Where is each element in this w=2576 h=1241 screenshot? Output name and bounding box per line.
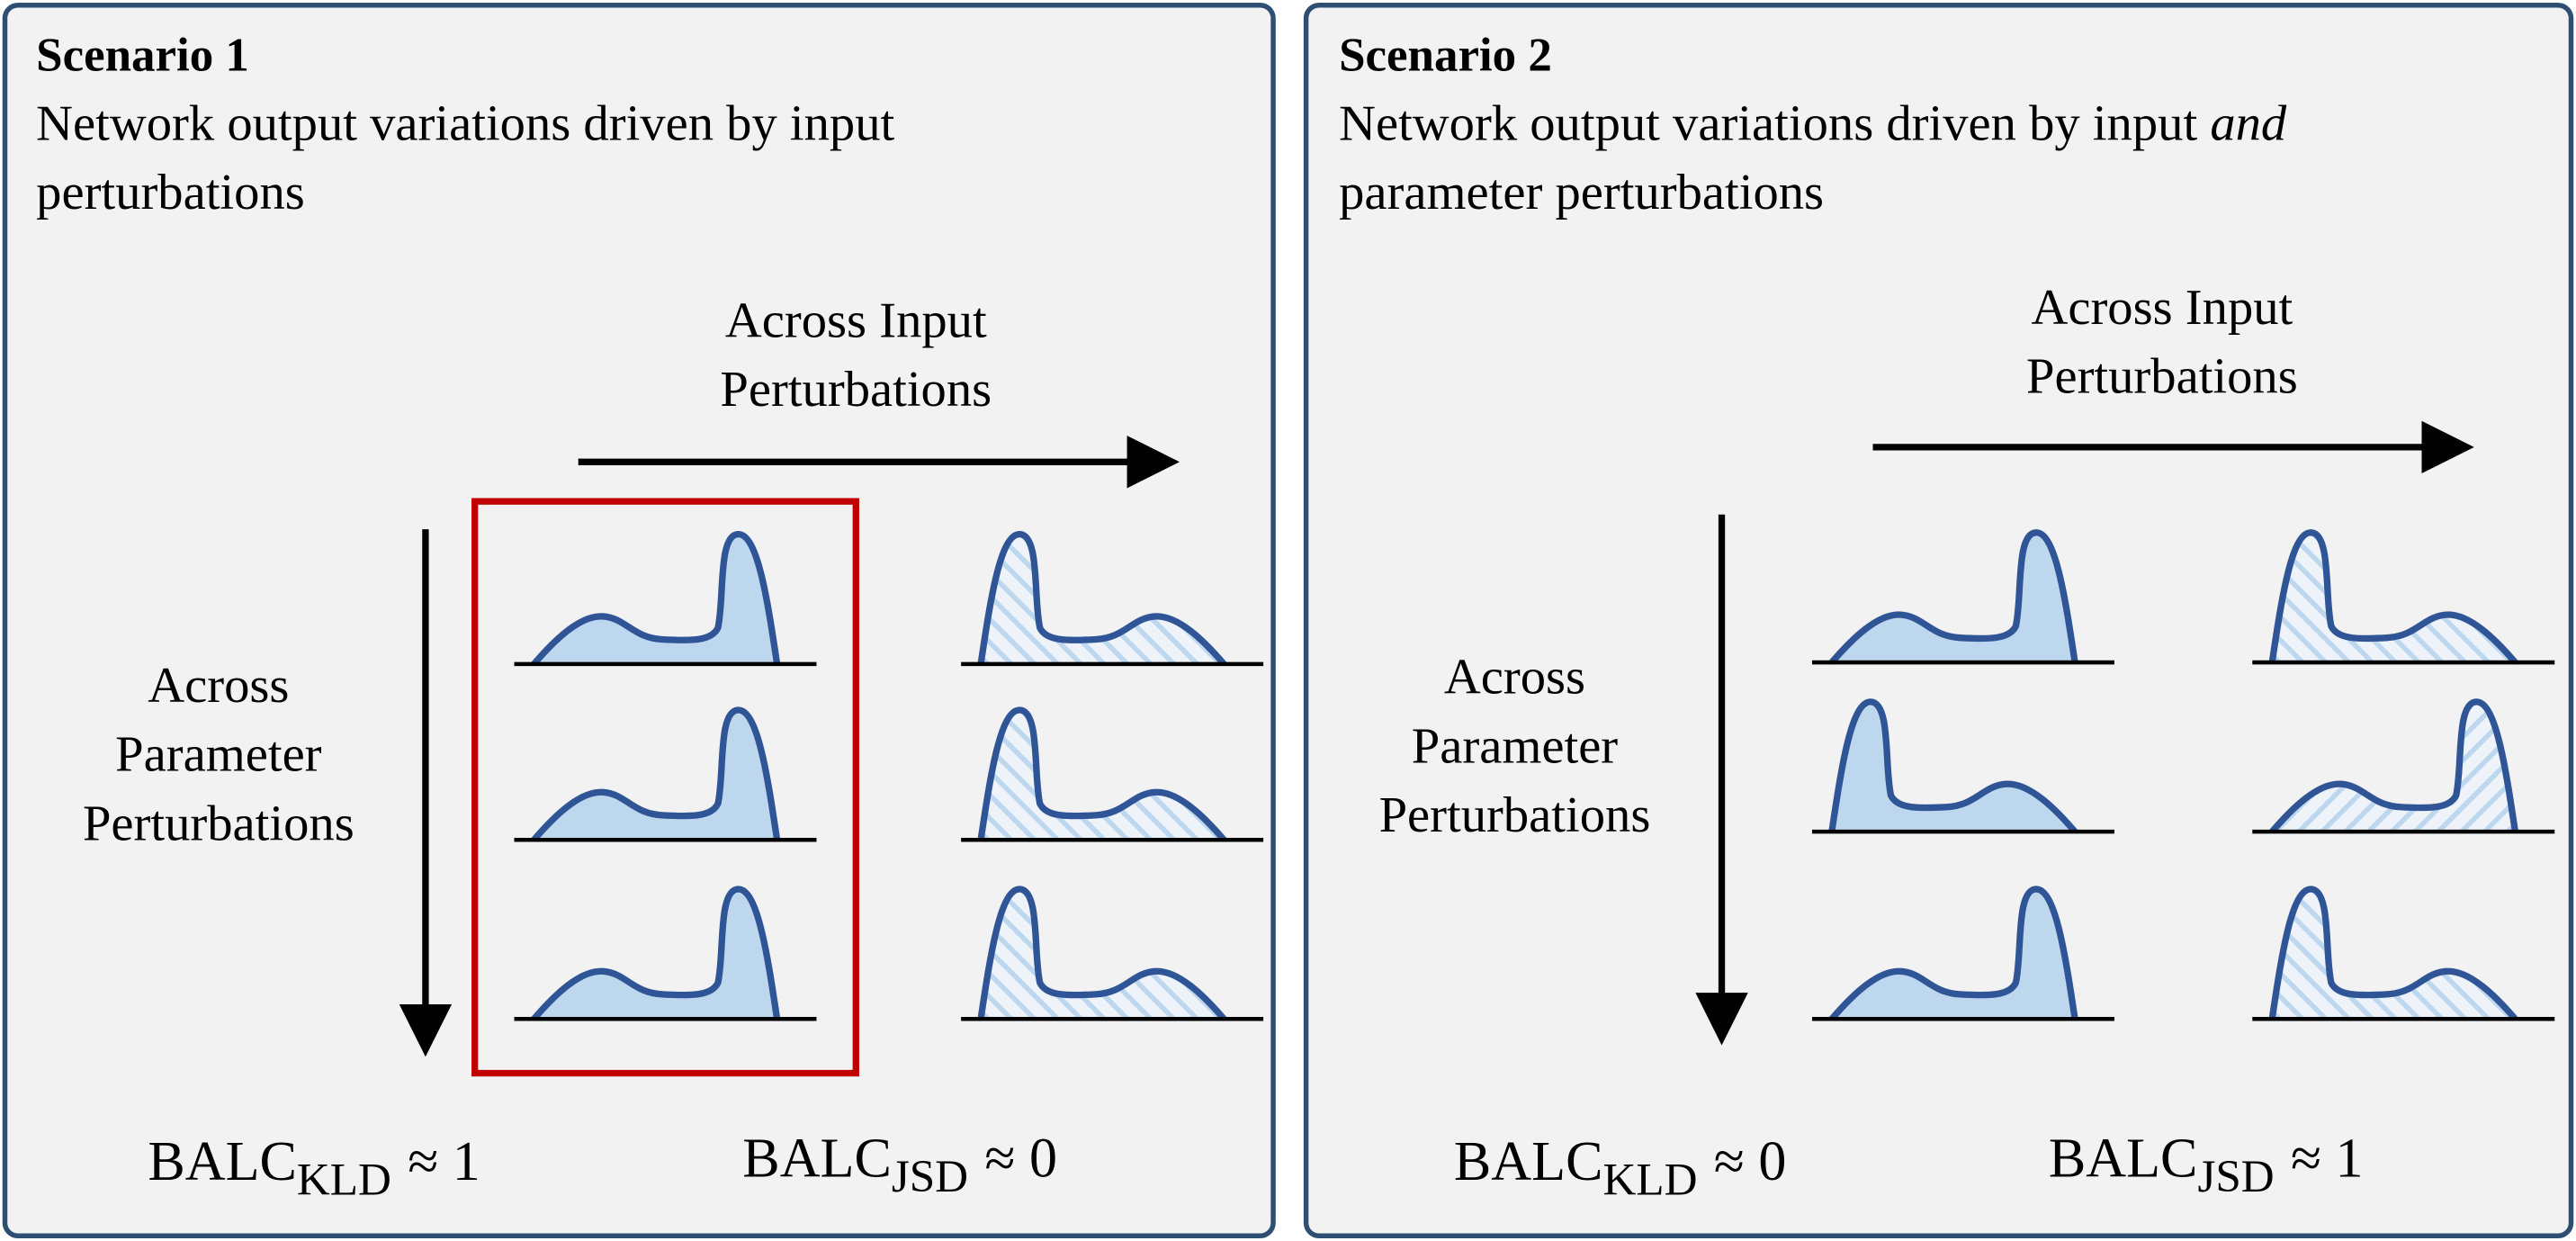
distribution-outline (1828, 698, 2078, 834)
description-line: Network output variations driven by inpu… (36, 95, 894, 151)
distribution-outline (531, 530, 781, 667)
panel-title: Scenario 2 (1339, 30, 1552, 82)
text-span: parameter perturbations (1339, 165, 1824, 220)
panel (2, 2, 1276, 1239)
distribution-outline (977, 706, 1227, 842)
distribution-outline (531, 706, 781, 842)
highlight-box (471, 498, 859, 1077)
distribution-outline (1829, 886, 2078, 1021)
axis-label: Across Input (2031, 280, 2293, 336)
axis-label: Parameter (115, 727, 322, 783)
metric: BALCKLD ≈ 1 (148, 1131, 480, 1205)
description-line: parameter perturbations (1339, 165, 1824, 220)
metric: BALCJSD ≈ 0 (742, 1129, 1057, 1202)
distribution-outline (2268, 529, 2518, 665)
text-span: ≈ 0 (984, 1129, 1057, 1190)
text-span: JSD (2197, 1151, 2274, 1202)
distribution-outline (2268, 886, 2518, 1021)
text-span: ≈ 1 (2291, 1129, 2364, 1190)
axis-label: Perturbations (1379, 787, 1651, 843)
axis-label: Parameter (1412, 718, 1619, 774)
text-span: JSD (892, 1151, 968, 1202)
panel-title: Scenario 1 (36, 30, 249, 82)
distribution-outline (977, 530, 1227, 667)
text-span: ≈ 0 (1714, 1131, 1787, 1192)
text-span: ≈ 1 (408, 1131, 480, 1192)
axis-label: Perturbations (2026, 349, 2298, 405)
text-span: Network output variations driven by inpu… (1339, 95, 2210, 151)
distribution-outline (531, 886, 781, 1021)
text-span: BALC (742, 1129, 892, 1190)
text-span: and (2210, 95, 2287, 151)
text-span: KLD (297, 1155, 391, 1206)
text-span: KLD (1602, 1155, 1697, 1206)
axis-label: Across (148, 658, 289, 714)
axis-label: Across (1444, 650, 1585, 706)
metric: BALCKLD ≈ 0 (1454, 1131, 1787, 1205)
description-line: Network output variations driven by inpu… (1339, 95, 2287, 151)
text-span: perturbations (36, 165, 305, 220)
distributions (514, 529, 2555, 1021)
description-line: perturbations (36, 165, 305, 220)
distribution-outline (2269, 698, 2519, 834)
distribution-outline (977, 886, 1227, 1021)
text-span: BALC (148, 1131, 297, 1192)
panel (1303, 2, 2574, 1239)
text-span: BALC (1454, 1131, 1603, 1192)
text-span: BALC (2049, 1129, 2198, 1190)
axis-label: Perturbations (83, 796, 355, 851)
axis-label: Across Input (725, 293, 987, 349)
distribution-outline (1829, 529, 2078, 665)
axis-label: Perturbations (720, 362, 992, 418)
text-span: Network output variations driven by inpu… (36, 95, 894, 151)
metric: BALCJSD ≈ 1 (2049, 1129, 2364, 1202)
